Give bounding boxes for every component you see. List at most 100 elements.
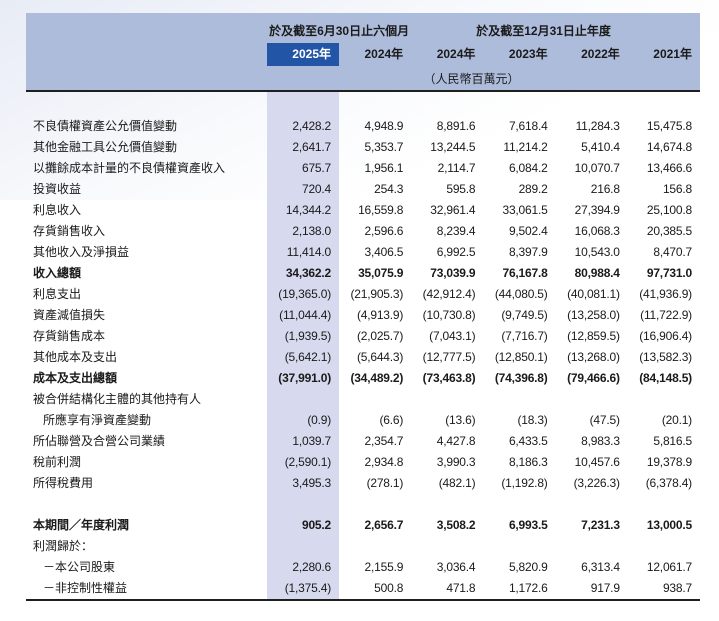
row-label: 本期間／年度利潤 (33, 518, 130, 532)
cell-value: 7,618.4 (508, 119, 548, 133)
cell-value: 2,280.6 (292, 560, 331, 574)
cell-value: 76,167.8 (502, 266, 548, 280)
table-row: 本期間／年度利潤 905.2 2,656.7 3,508.2 6,993.5 7,231.… (26, 515, 700, 536)
cell-value (556, 536, 628, 557)
cell-value: 2,428.2 (292, 119, 331, 133)
cell-value (267, 536, 339, 557)
cell-value: (13.6) (445, 413, 476, 427)
table-row: 存貨銷售收入 2,138.0 2,596.6 8,239.4 9,502.4 16,068… (26, 221, 700, 242)
year-header-highlighted: 2025年 (267, 43, 339, 66)
table-row: －非控制性權益 (1,375.4) 500.8 471.8 1,172.6 917.9 93… (26, 578, 700, 599)
cell-value: 6,084.2 (508, 161, 548, 175)
cell-value: (12,777.5) (422, 350, 476, 364)
row-label: 投資收益 (33, 182, 82, 196)
cell-value: (1,192.8) (501, 476, 548, 490)
cell-value: (1,375.4) (284, 581, 331, 595)
table-row: 其他收入及淨損益 11,414.0 3,406.5 6,992.5 8,397.9 10,… (26, 242, 700, 263)
row-label: 所得稅費用 (33, 476, 94, 490)
cell-value: (37,991.0) (278, 371, 331, 385)
cell-value: (482.1) (438, 476, 476, 490)
year-header: 2022年 (581, 47, 620, 61)
table-row: 所應享有淨資產變動 (0.9) (6.6) (13.6) (18.3) (47.5) (20… (26, 410, 700, 431)
cell-value: 19,378.9 (646, 455, 692, 469)
cell-value: 9,502.4 (508, 224, 548, 238)
row-label: 以攤餘成本計量的不良債權資產收入 (33, 161, 226, 175)
row-label: 所佔聯營及合營公司業績 (33, 434, 166, 448)
cell-value: 2,114.7 (437, 161, 476, 175)
table-row: 成本及支出總額 (37,991.0) (34,489.2) (73,463.8) (74… (26, 368, 700, 389)
cell-value (483, 536, 555, 557)
cell-value: 4,948.9 (364, 119, 404, 133)
table-row: 以攤餘成本計量的不良債權資產收入 675.7 1,956.1 2,114.7 6,084… (26, 158, 700, 179)
row-label: 資產減值損失 (33, 308, 106, 322)
table-row: 稅前利潤 (2,590.1) 2,934.8 3,990.3 8,186.3 10,457… (26, 452, 700, 473)
cell-value: (13,268.0) (567, 350, 620, 364)
cell-value: 10,070.7 (574, 161, 620, 175)
cell-value: (47.5) (589, 413, 620, 427)
cell-value: 6,992.5 (436, 245, 476, 259)
unit-note-row: （人民幣百萬元） (26, 66, 700, 90)
row-label: 存貨銷售成本 (33, 329, 106, 343)
cell-value: 8,239.4 (436, 224, 476, 238)
cell-value: 80,988.4 (574, 266, 620, 280)
cell-value: 6,433.5 (508, 434, 548, 448)
cell-value: 11,214.2 (503, 140, 548, 154)
cell-value: 289.2 (518, 182, 548, 196)
cell-value: 5,820.9 (508, 560, 548, 574)
cell-value: 2,656.7 (364, 518, 404, 532)
income-statement-table: 於及截至6月30日止六個月 於及截至12月31日止年度 2025年 2024年 20… (26, 13, 700, 601)
row-label: 其他收入及淨損益 (33, 245, 130, 259)
spacer-row (26, 494, 700, 515)
cell-value: (73,463.8) (422, 371, 476, 385)
row-label: 被合併結構化主體的其他持有人 (33, 392, 202, 406)
row-label: 存貨銷售收入 (33, 224, 106, 238)
cell-value (339, 536, 411, 557)
cell-value: 2,354.7 (364, 434, 404, 448)
table-row: 收入總額 34,362.2 35,075.9 73,039.9 76,167.8 80,9… (26, 263, 700, 284)
cell-value: 500.8 (374, 581, 404, 595)
row-label: 利潤歸於： (33, 539, 94, 553)
row-label: 收入總額 (33, 266, 82, 280)
year-header: 2021年 (653, 47, 692, 61)
cell-value: 471.8 (446, 581, 476, 595)
cell-value: 25,100.8 (646, 203, 692, 217)
cell-value: (12,850.1) (494, 350, 548, 364)
cell-value: 2,596.6 (364, 224, 404, 238)
cell-value: 11,414.0 (286, 245, 331, 259)
cell-value: (5,644.3) (356, 350, 404, 364)
cell-value: 8,397.9 (508, 245, 548, 259)
cell-value (267, 389, 339, 410)
cell-value: (74,396.8) (494, 371, 548, 385)
cell-value: (19,365.0) (278, 287, 331, 301)
cell-value: 27,394.9 (574, 203, 620, 217)
table-row: 投資收益 720.4 254.3 595.8 289.2 216.8 156.8 (26, 179, 700, 200)
cell-value: (3,226.3) (573, 476, 620, 490)
cell-value: (6.6) (379, 413, 404, 427)
cell-value: (13,258.0) (567, 308, 620, 322)
cell-value: 16,068.3 (574, 224, 620, 238)
cell-value: 5,410.4 (581, 140, 620, 154)
cell-value: 3,406.5 (364, 245, 404, 259)
cell-value: (7,716.7) (501, 329, 548, 343)
cell-value: 1,039.7 (292, 434, 331, 448)
row-label: 所應享有淨資產變動 (43, 413, 152, 427)
cell-value: 2,934.8 (364, 455, 404, 469)
cell-value: 32,961.4 (430, 203, 476, 217)
cell-value: 7,231.3 (581, 518, 620, 532)
cell-value: (4,913.9) (356, 308, 404, 322)
cell-value: (2,025.7) (356, 329, 404, 343)
cell-value: 97,731.0 (646, 266, 692, 280)
cell-value: 720.4 (301, 182, 331, 196)
cell-value: 1,172.6 (508, 581, 548, 595)
year-header: 2024年 (364, 47, 404, 61)
cell-value: 3,508.2 (436, 518, 476, 532)
cell-value: (13,582.3) (639, 350, 692, 364)
cell-value: (11,722.9) (640, 308, 692, 322)
cell-value: (11,044.4) (279, 308, 331, 322)
table-row: 所得稅費用 3,495.3 (278.1) (482.1) (1,192.8) (3,22… (26, 473, 700, 494)
cell-value: 905.2 (301, 518, 331, 532)
cell-value: 254.3 (374, 182, 404, 196)
cell-value (556, 389, 628, 410)
cell-value: 34,362.2 (285, 266, 331, 280)
